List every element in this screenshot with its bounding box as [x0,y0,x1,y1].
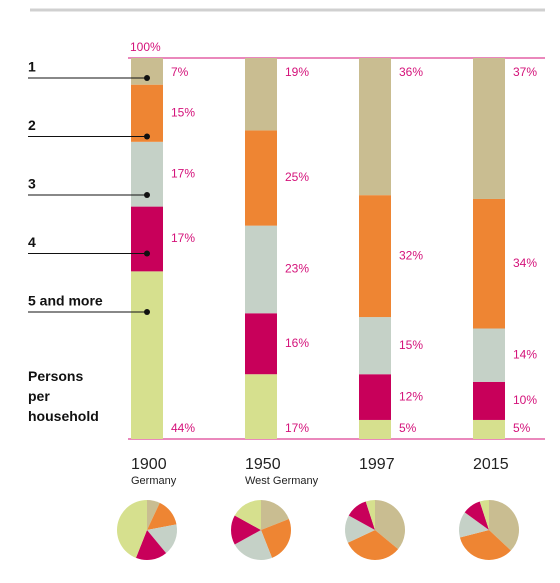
bar-segment [473,198,505,329]
bar-segment [359,317,391,375]
legend-dot [144,309,150,315]
legend-label: 3 [28,176,36,192]
value-label: 16% [285,336,309,350]
bar-segment [359,58,391,196]
pie-slice [459,512,489,538]
pie-slice [230,515,261,545]
x-tick-label: 1950 [245,456,281,473]
legend-dot [144,133,150,140]
bar-segment [359,374,391,420]
value-label: 19% [285,65,309,79]
pie-slice [479,500,489,530]
pie-slice [365,500,375,530]
bar-segment [473,419,505,439]
pie-slice [464,501,489,530]
value-label: 7% [171,65,189,79]
pie-slice [116,500,147,558]
value-label: 17% [171,166,195,180]
value-label: 23% [285,262,309,276]
pie-slice [345,515,375,543]
pie-slice [375,500,405,550]
pie-slice [261,518,292,558]
value-label: 36% [399,65,423,79]
bar-segment [359,419,391,439]
value-label: 15% [399,338,423,352]
pie-slice [261,500,289,530]
bar-segment [245,313,277,375]
pie-slice [147,524,177,554]
bar-segment [245,58,277,131]
value-label: 14% [513,347,537,361]
value-label: 32% [399,248,423,262]
value-label: 34% [513,256,537,270]
value-label: 5% [513,421,531,435]
legend-label: 2 [28,117,36,133]
value-label: 44% [171,421,195,435]
category-note: Germany [131,475,177,487]
value-label: 37% [513,65,537,79]
bar-segment [473,381,505,420]
pie-slice [489,500,519,551]
value-label: 15% [171,105,195,119]
pie-slice [459,530,511,560]
pie-slice [147,500,160,530]
value-label: 25% [285,170,309,184]
legend-dot [144,250,150,257]
bar-segment [473,58,505,199]
bar-segment [359,195,391,318]
legend-label: 4 [28,234,36,250]
category-note: West Germany [245,475,319,487]
pie-slice [347,530,399,560]
bar-segment [131,84,163,142]
x-tick-label: 1900 [131,456,167,473]
value-label: 17% [171,231,195,245]
value-label: 10% [513,393,537,407]
bar-segment [245,130,277,226]
bar-segment [245,374,277,439]
value-label: 17% [285,421,309,435]
pie-slice [147,502,177,530]
value-label: 12% [399,389,423,403]
y-tick-label: 100% [130,40,161,54]
legend-label: 5 and more [28,293,103,309]
pie-slice [135,530,167,561]
legend-dot [144,75,150,81]
pie-slice [234,500,261,530]
pie-slice [348,501,375,530]
pie-slice [234,530,273,561]
x-tick-label: 1997 [359,456,395,473]
value-label: 5% [399,421,417,435]
legend-label: 1 [28,59,36,75]
legend-title: Persons per household [28,368,99,424]
bar-segment [473,328,505,382]
bar-segment [131,271,163,439]
x-tick-label: 2015 [473,456,509,473]
bar-segment [131,206,163,272]
bar-segment [245,225,277,314]
legend-dot [144,192,150,198]
